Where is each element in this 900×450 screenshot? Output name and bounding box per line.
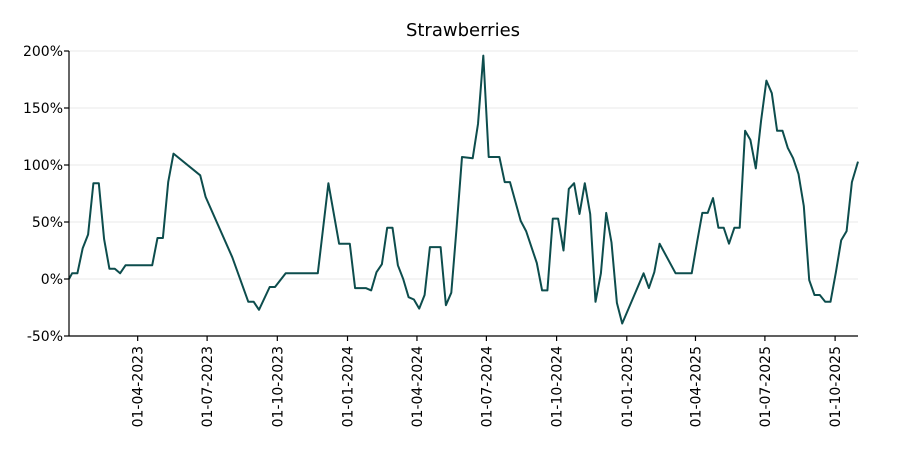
x-tick-label: 01-01-2024 (341, 346, 357, 427)
y-tick-label: 50% (32, 215, 63, 231)
x-tick-label: 01-10-2023 (270, 346, 286, 427)
x-tick-label: 01-07-2024 (479, 346, 495, 427)
y-axis-ticks: -50% 0% 50% 100% 150% 200% (23, 44, 69, 345)
grid-lines (69, 50, 858, 280)
x-tick-label: 01-01-2025 (620, 346, 636, 427)
x-tick-label: 01-10-2025 (828, 346, 844, 427)
y-tick-label: -50% (27, 329, 63, 345)
x-tick-label: 01-07-2025 (758, 346, 774, 427)
series-layer (68, 54, 859, 325)
series-line (68, 54, 859, 325)
x-tick-label: 01-04-2024 (410, 346, 426, 427)
chart-title: Strawberries (406, 20, 520, 41)
x-tick-label: 01-10-2024 (550, 346, 566, 427)
y-tick-label: 0% (41, 272, 63, 288)
y-tick-label: 100% (23, 158, 63, 174)
y-tick-label: 150% (23, 101, 63, 117)
x-tick-label: 01-07-2023 (200, 346, 216, 427)
x-tick-label: 01-04-2023 (131, 346, 147, 427)
x-axis-ticks: 01-04-2023 01-07-2023 01-10-2023 01-01-2024… (131, 336, 844, 427)
x-tick-label: 01-04-2025 (688, 346, 704, 427)
y-tick-label: 200% (23, 44, 63, 60)
